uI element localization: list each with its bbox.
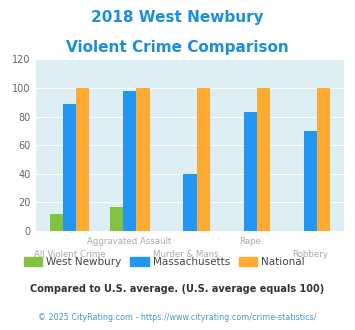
Text: © 2025 CityRating.com - https://www.cityrating.com/crime-statistics/: © 2025 CityRating.com - https://www.city… bbox=[38, 314, 317, 322]
Bar bbox=[304, 131, 317, 231]
Text: Rape: Rape bbox=[239, 237, 261, 246]
Text: Violent Crime Comparison: Violent Crime Comparison bbox=[66, 40, 289, 54]
Text: All Violent Crime: All Violent Crime bbox=[34, 250, 105, 259]
Text: Aggravated Assault: Aggravated Assault bbox=[87, 237, 172, 246]
Bar bbox=[123, 91, 136, 231]
Bar bbox=[197, 88, 210, 231]
Bar bbox=[136, 88, 149, 231]
Bar bbox=[183, 174, 197, 231]
Bar bbox=[244, 112, 257, 231]
Bar bbox=[50, 214, 63, 231]
Bar bbox=[110, 207, 123, 231]
Bar bbox=[63, 104, 76, 231]
Bar bbox=[76, 88, 89, 231]
Text: 2018 West Newbury: 2018 West Newbury bbox=[91, 10, 264, 25]
Text: Robbery: Robbery bbox=[293, 250, 328, 259]
Legend: West Newbury, Massachusetts, National: West Newbury, Massachusetts, National bbox=[20, 253, 309, 271]
Text: Murder & Mans...: Murder & Mans... bbox=[153, 250, 227, 259]
Bar bbox=[317, 88, 330, 231]
Bar bbox=[257, 88, 270, 231]
Text: Compared to U.S. average. (U.S. average equals 100): Compared to U.S. average. (U.S. average … bbox=[31, 284, 324, 294]
